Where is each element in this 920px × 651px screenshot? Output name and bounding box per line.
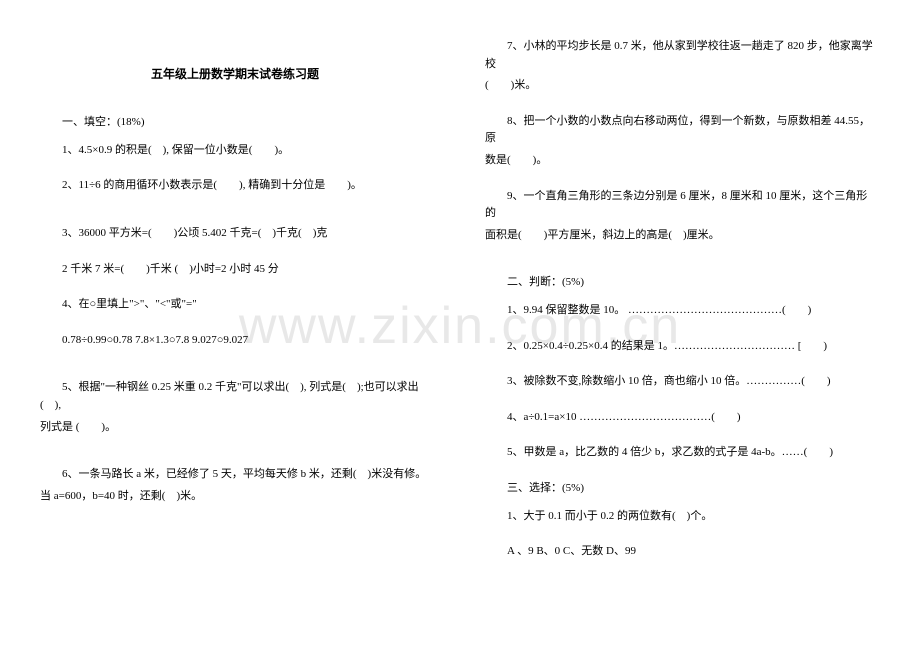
judge-2: 2、0.25×0.4÷0.25×0.4 的结果是 1。…………………………… [… — [485, 338, 875, 356]
question-6: 6、一条马路长 a 米，已经修了 5 天，平均每天修 b 米，还剩( )米没有修… — [40, 466, 430, 484]
question-4b: 0.78÷0.99○0.78 7.8×1.3○7.8 9.027○9.027 — [40, 332, 430, 350]
left-column: 五年级上册数学期末试卷练习题 一、填空：(18%) 1、4.5×0.9 的积是(… — [0, 0, 460, 651]
judge-3: 3、被除数不变,除数缩小 10 倍，商也缩小 10 倍。……………( ) — [485, 373, 875, 391]
page-container: 五年级上册数学期末试卷练习题 一、填空：(18%) 1、4.5×0.9 的积是(… — [0, 0, 920, 651]
question-3b: 2 千米 7 米=( )千米 ( )小时=2 小时 45 分 — [40, 261, 430, 279]
select-1b: A 、9 B、0 C、无数 D、99 — [485, 543, 875, 561]
section-2-header: 二、判断：(5%) — [485, 274, 875, 292]
question-2: 2、11÷6 的商用循环小数表示是( ), 精确到十分位是 )。 — [40, 177, 430, 195]
right-column: 7、小林的平均步长是 0.7 米，他从家到学校往返一趟走了 820 步，他家离学… — [460, 0, 920, 651]
question-7b: ( )米。 — [485, 77, 875, 95]
question-4: 4、在○里填上">"、"<"或"=" — [40, 296, 430, 314]
judge-5: 5、甲数是 a，比乙数的 4 倍少 b，求乙数的式子是 4a-b。……( ) — [485, 444, 875, 462]
question-5b: 列式是 ( )。 — [40, 419, 430, 437]
question-5: 5、根据"一种钢丝 0.25 米重 0.2 千克"可以求出( ), 列式是( )… — [40, 379, 430, 414]
judge-4: 4、a÷0.1=a×10 ………………………………( ) — [485, 409, 875, 427]
judge-1: 1、9.94 保留整数是 10。 ……………………………………( ) — [485, 302, 875, 320]
section-1-header: 一、填空：(18%) — [40, 114, 430, 132]
section-3-header: 三、选择：(5%) — [485, 480, 875, 498]
select-1: 1、大于 0.1 而小于 0.2 的两位数有( )个。 — [485, 508, 875, 526]
question-3: 3、36000 平方米=( )公顷 5.402 千克=( )千克( )克 — [40, 225, 430, 243]
question-9: 9、一个直角三角形的三条边分别是 6 厘米，8 厘米和 10 厘米，这个三角形的 — [485, 188, 875, 223]
question-6b: 当 a=600，b=40 时，还剩( )米。 — [40, 488, 430, 506]
question-7: 7、小林的平均步长是 0.7 米，他从家到学校往返一趟走了 820 步，他家离学… — [485, 38, 875, 73]
question-8: 8、把一个小数的小数点向右移动两位，得到一个新数，与原数相差 44.55，原 — [485, 113, 875, 148]
question-8b: 数是( )。 — [485, 152, 875, 170]
question-9b: 面积是( )平方厘米，斜边上的高是( )厘米。 — [485, 227, 875, 245]
document-title: 五年级上册数学期末试卷练习题 — [40, 65, 430, 84]
question-1: 1、4.5×0.9 的积是( ), 保留一位小数是( )。 — [40, 142, 430, 160]
